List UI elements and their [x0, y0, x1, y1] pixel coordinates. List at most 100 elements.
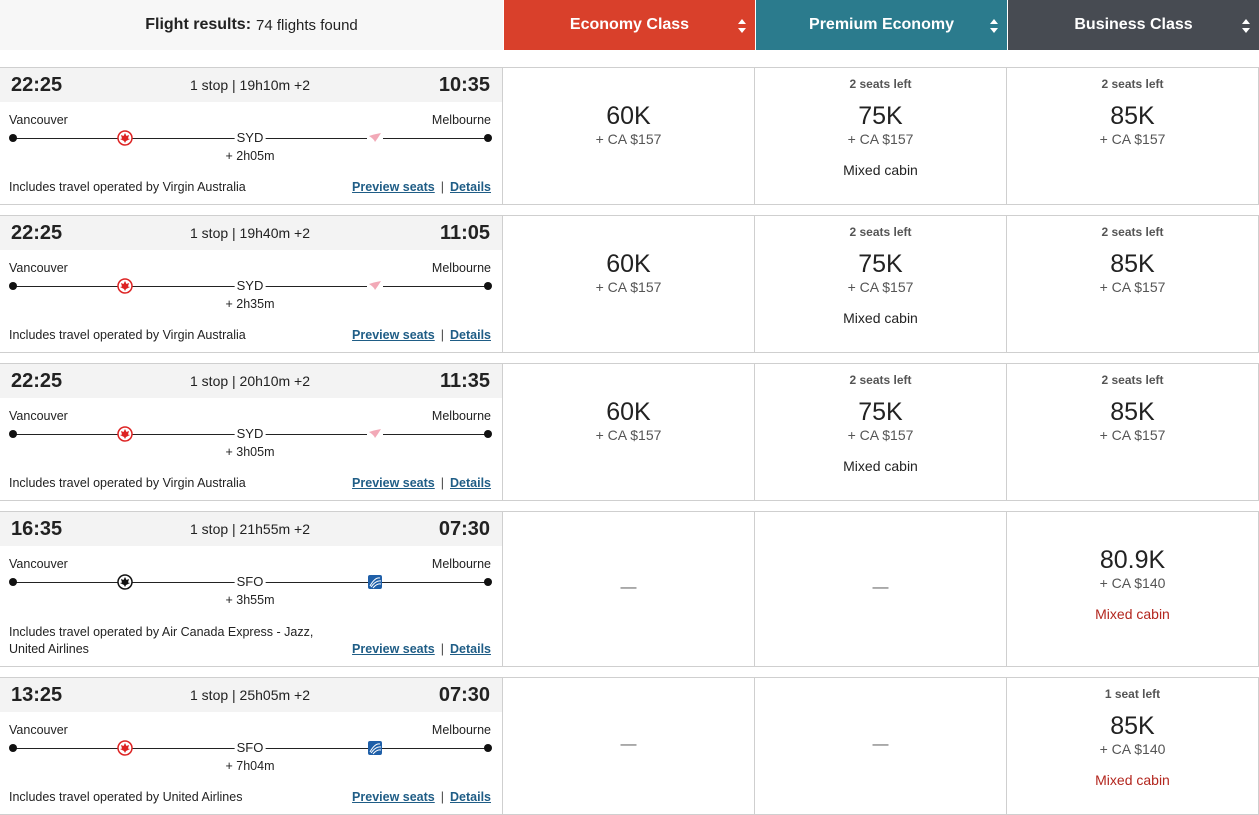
link-separator: | [440, 790, 444, 804]
points: 75K [858, 102, 903, 130]
connection-airport: SYD [234, 278, 266, 293]
route-dot [484, 744, 492, 752]
link-separator: | [440, 642, 444, 656]
arrival-time: 07:30 [438, 684, 490, 706]
sort-icon [1242, 19, 1250, 33]
sort-icon [738, 19, 746, 33]
departure-time: 13:25 [11, 684, 63, 706]
airline-logo [117, 278, 133, 299]
airline-logo [117, 130, 133, 151]
link-separator: | [440, 476, 444, 490]
itinerary-footer: Includes travel operated by Virgin Austr… [9, 327, 491, 344]
destination: Melbourne [431, 261, 491, 275]
no-fare: — [872, 736, 889, 753]
preview-seats-link[interactable]: Preview seats [352, 328, 435, 342]
fare-cell[interactable]: 60K + CA $157 [503, 68, 755, 204]
link-separator: | [440, 180, 444, 194]
airline-logo [367, 740, 383, 761]
taxes: + CA $157 [1099, 131, 1166, 147]
summary-count: 74 flights found [256, 16, 358, 34]
airline-logo [117, 426, 133, 447]
details-link[interactable]: Details [450, 790, 491, 804]
fare-cell[interactable]: 60K + CA $157 [503, 216, 755, 352]
points: 85K [1110, 250, 1155, 278]
fare-cell[interactable]: 80.9K + CA $140 Mixed cabin [1007, 512, 1259, 666]
links: Preview seats | Details [352, 179, 491, 196]
fare-price: 60K + CA $157 [503, 216, 754, 296]
origin: Vancouver [9, 723, 68, 737]
links: Preview seats | Details [352, 475, 491, 492]
destination: Melbourne [431, 723, 491, 737]
fare-cell[interactable]: 60K + CA $157 [503, 364, 755, 500]
itinerary-footer: Includes travel operated by Air Canada E… [9, 624, 491, 658]
fare-price: 60K + CA $157 [503, 364, 754, 444]
origin: Vancouver [9, 113, 68, 127]
fare-cell[interactable]: 2 seats left 85K + CA $157 [1007, 216, 1259, 352]
points: 60K [606, 250, 651, 278]
fare-price: 60K + CA $157 [503, 68, 754, 148]
taxes: + CA $157 [595, 131, 662, 147]
details-link[interactable]: Details [450, 476, 491, 490]
seats-left: 1 seat left [1104, 687, 1161, 701]
itinerary: 16:35 1 stop | 21h55m +2 07:30 Vancouver Mel… [0, 512, 503, 666]
seats-left: 2 seats left [849, 373, 912, 387]
time-bar [0, 68, 502, 102]
column-label: Business Class [1074, 16, 1193, 33]
taxes: + CA $157 [847, 427, 914, 443]
taxes: + CA $140 [1099, 741, 1166, 757]
fare-price: 75K + CA $157 Mixed cabin [755, 364, 1006, 474]
sort-premium[interactable]: Premium Economy [756, 0, 1007, 50]
points: 85K [1110, 712, 1155, 740]
fare-cell: — [755, 678, 1007, 814]
fare-price: 75K + CA $157 Mixed cabin [755, 68, 1006, 178]
results-header: Flight results: 74 flights found Economy … [0, 0, 1259, 50]
fare-price: 80.9K + CA $140 Mixed cabin [1007, 512, 1258, 622]
details-link[interactable]: Details [450, 642, 491, 656]
departure-time: 22:25 [11, 370, 63, 392]
fare-cell[interactable]: 1 seat left 85K + CA $140 Mixed cabin [1007, 678, 1259, 814]
fare-cell[interactable]: 2 seats left 85K + CA $157 [1007, 68, 1259, 204]
preview-seats-link[interactable]: Preview seats [352, 790, 435, 804]
fare-price: 85K + CA $157 [1007, 68, 1258, 148]
arrival-time: 10:35 [438, 74, 490, 96]
origin: Vancouver [9, 409, 68, 423]
layover: + 2h05m [225, 149, 275, 163]
points: 75K [858, 398, 903, 426]
departure-time: 22:25 [11, 222, 63, 244]
operated-by: Includes travel operated by Air Canada E… [9, 625, 314, 656]
operated-by: Includes travel operated by United Airli… [9, 790, 243, 804]
sort-economy[interactable]: Economy Class [504, 0, 755, 50]
details-link[interactable]: Details [450, 180, 491, 194]
preview-seats-link[interactable]: Preview seats [352, 642, 435, 656]
taxes: + CA $157 [595, 279, 662, 295]
fare-cell[interactable]: 2 seats left 75K + CA $157 Mixed cabin [755, 216, 1007, 352]
points: 75K [858, 250, 903, 278]
links: Preview seats | Details [352, 641, 491, 658]
fare-price: 85K + CA $157 [1007, 216, 1258, 296]
preview-seats-link[interactable]: Preview seats [352, 476, 435, 490]
seats-left: 2 seats left [849, 225, 912, 239]
destination: Melbourne [431, 557, 491, 571]
preview-seats-link[interactable]: Preview seats [352, 180, 435, 194]
points: 80.9K [1099, 546, 1166, 574]
operated-by: Includes travel operated by Virgin Austr… [9, 476, 246, 490]
departure-time: 22:25 [11, 74, 63, 96]
route-dot [9, 430, 17, 438]
cabin-note: Mixed cabin [1095, 772, 1170, 788]
destination: Melbourne [431, 409, 491, 423]
operated-by: Includes travel operated by Virgin Austr… [9, 180, 246, 194]
taxes: + CA $157 [847, 279, 914, 295]
no-fare: — [620, 736, 637, 753]
details-link[interactable]: Details [450, 328, 491, 342]
fare-cell[interactable]: 2 seats left 85K + CA $157 [1007, 364, 1259, 500]
arrival-time: 11:05 [439, 222, 490, 244]
sort-business[interactable]: Business Class [1008, 0, 1259, 50]
stops-duration: 1 stop | 19h40m +2 [190, 225, 310, 241]
stops-duration: 1 stop | 19h10m +2 [190, 77, 310, 93]
airline-logo [367, 574, 383, 595]
fare-cell[interactable]: 2 seats left 75K + CA $157 Mixed cabin [755, 68, 1007, 204]
fare-cell[interactable]: 2 seats left 75K + CA $157 Mixed cabin [755, 364, 1007, 500]
origin: Vancouver [9, 557, 68, 571]
link-separator: | [440, 328, 444, 342]
